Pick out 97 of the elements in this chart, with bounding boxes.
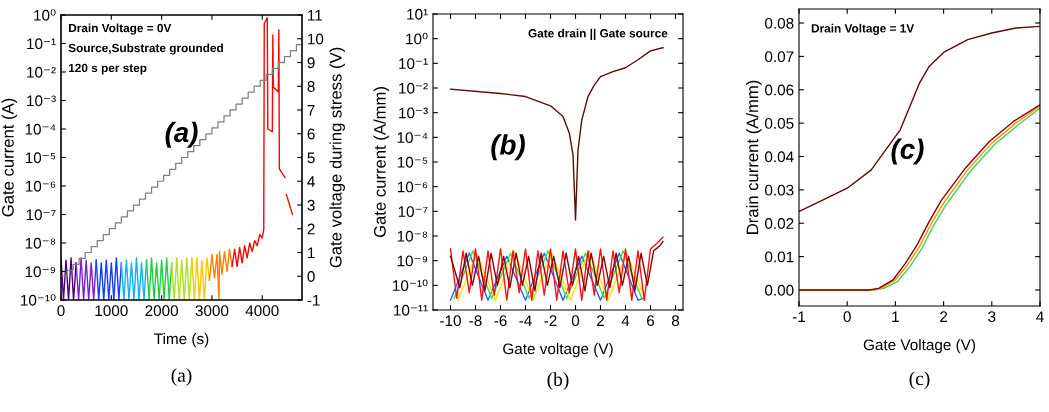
line-series [61,257,77,300]
y-tick-label: 0.03 [765,184,794,196]
y2-tick-label: 11 [308,10,322,21]
line-series [449,47,664,221]
y2-tick-label: 4 [307,176,315,187]
y-tick-label: 10⁻¹ [27,38,56,50]
line-series [449,236,664,301]
y-tick-label: 10⁰ [34,9,56,21]
y2-axis-title: Gate voltage during stress (V) [329,47,345,268]
y-tick-label: 10⁻⁹ [397,255,428,267]
x-tick-label: -4 [519,315,532,326]
y-tick-label: 0.08 [765,17,794,29]
y2-tick-label: 6 [307,128,315,140]
y2-tick-label: 1 [308,247,315,259]
annotation: Source,Substrate grounded [68,43,223,55]
y-tick-label: 0.06 [765,84,794,96]
y2-tick-label: 0 [307,271,315,282]
text: (c) [909,371,930,390]
y2-tick-label: 9 [307,57,315,69]
x-tick-label: -8 [469,315,482,327]
y-tick-label: 10⁻⁷ [26,209,56,221]
x-tick-label: 8 [671,315,680,327]
text: (a) [171,368,192,386]
y-tick-label: 0.01 [765,251,794,263]
y-tick-label: 0.07 [765,51,794,63]
annotation: Gate drain || Gate source [528,28,668,40]
y-tick-label: 10⁻³ [399,107,428,119]
y2-tick-label: -1 [307,295,320,306]
x-tick-label: 2000 [145,305,179,317]
y2-tick-label: 7 [307,105,315,116]
x-tick-label: 3 [988,311,996,323]
y-tick-label: 10⁻⁴ [25,123,56,135]
x-axis-title: Gate Voltage (V) [863,338,976,354]
line-series [145,257,173,300]
annotation: (c) [891,138,924,165]
annotation: Drain Voltage = 0V [69,23,172,35]
y2-tick-label: 10 [308,33,324,45]
x-tick-label: 4 [621,315,630,326]
y-tick-label: 0.02 [765,218,794,229]
y-tick-label: 10⁻⁶ [397,181,428,193]
x-tick-label: -6 [494,315,507,327]
line-series [75,257,97,300]
y2-tick-label: 8 [307,81,315,92]
x-tick-label: 1 [892,311,899,322]
annotation: (b) [491,134,525,161]
y2-tick-label: 2 [307,223,315,235]
x-axis-title: Gate voltage (V) [503,342,613,358]
y-tick-label: 10⁰ [406,32,428,45]
y-tick-label: 10⁻⁴ [397,132,428,144]
line-series [170,257,193,300]
y-tick-label: 0.04 [765,151,794,163]
y-tick-label: 10⁻⁹ [25,266,56,278]
annotation: 120 s per step [68,63,147,75]
y-axis-title: Gate current (A) [1,98,18,217]
x-tick-label: 0 [57,305,65,317]
line-series [449,240,664,292]
x-tick-label: -10 [440,315,461,327]
x-tick-label: 1000 [95,305,128,317]
line-series [799,25,1040,213]
x-tick-label: 3000 [195,305,229,317]
y-tick-label: 10⁻³ [27,95,56,107]
y-tick-label: 10⁻² [399,82,428,94]
y-tick-label: 10¹ [407,8,428,20]
y-tick-label: 10⁻¹⁰ [21,294,56,306]
y-tick-label: 10⁻⁷ [398,206,428,218]
line-series [120,257,148,300]
x-tick-label: 0 [571,315,580,327]
y-tick-label: 10⁻¹ [399,58,428,70]
line-series [191,257,211,300]
y-tick-label: 0.00 [765,284,794,296]
y-axis-title: Gate current (A/mm) [373,87,390,238]
y2-tick-label: 3 [307,199,315,211]
y-axis-title: Drain current (A/mm) [746,80,762,234]
x-tick-label: -2 [544,315,557,326]
annotation: (a) [165,121,198,148]
x-tick-label: 4 [1036,311,1044,322]
line-series [208,248,233,300]
x-tick-label: 4000 [245,305,279,317]
line-series [95,257,123,300]
x-tick-label: 2 [940,311,948,322]
y-tick-label: 10⁻⁸ [397,230,428,242]
y-tick-label: 10⁻⁵ [25,152,56,164]
y-tick-label: 0.05 [765,118,794,129]
y-tick-label: 10⁻⁵ [397,156,428,168]
x-tick-label: 0 [843,311,851,323]
y-tick-label: 10⁻⁸ [25,237,56,249]
y2-tick-label: 5 [307,152,315,164]
x-axis-title: Time (s) [154,332,209,348]
x-tick-label: 2 [597,315,604,326]
y-tick-label: 10⁻² [27,66,56,78]
y-tick-label: 10⁻¹⁰ [393,279,428,292]
y-tick-label: 10⁻⁶ [25,180,56,192]
annotation: Drain Voltage = 1V [811,23,915,35]
text: (b) [547,372,569,390]
y-tick-label: 10⁻¹¹ [394,304,428,316]
x-tick-label: -1 [792,311,806,322]
x-tick-label: 6 [647,315,655,327]
